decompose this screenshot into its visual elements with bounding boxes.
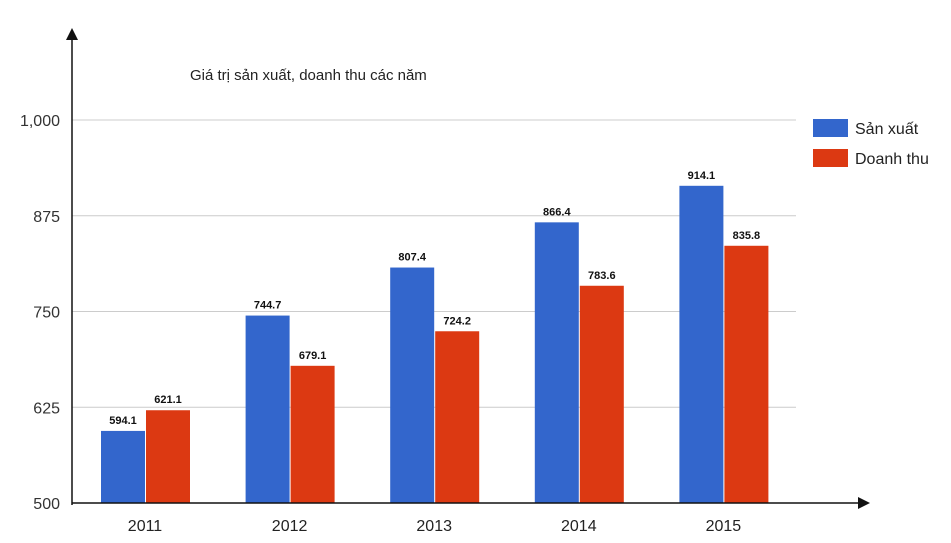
chart-title: Giá trị sản xuất, doanh thu các năm	[190, 67, 427, 84]
data-label: 866.4	[543, 206, 571, 218]
data-label: 679.1	[299, 350, 327, 362]
data-label: 621.1	[154, 394, 182, 406]
bar-doanh-thu-2011	[146, 410, 190, 503]
bar-doanh-thu-2012	[290, 365, 335, 503]
x-tick-label: 2014	[561, 518, 597, 535]
y-tick-label: 750	[33, 305, 60, 322]
data-label: 594.1	[109, 415, 137, 427]
legend-label: Doanh thu	[855, 151, 929, 168]
y-tick-labels: 500 625 750 875 1,000	[20, 113, 60, 513]
bar-san-xuat-2011	[101, 430, 145, 503]
x-tick-label: 2012	[272, 518, 308, 535]
data-label: 835.8	[733, 230, 761, 242]
bar-san-xuat-2015	[679, 185, 724, 504]
y-tick-label: 875	[33, 209, 60, 226]
data-labels: 594.1 621.1 744.7 679.1 807.4 724.2 866.4 783.6…	[109, 170, 760, 427]
x-tick-label: 2011	[128, 518, 163, 535]
data-label: 783.6	[588, 270, 616, 282]
legend: Sản xuất Doanh thu	[813, 119, 929, 168]
x-tick-label: 2015	[706, 518, 742, 535]
data-label: 807.4	[398, 252, 426, 264]
y-tick-label: 1,000	[20, 113, 60, 130]
bars	[101, 185, 769, 504]
bar-doanh-thu-2013	[435, 331, 480, 503]
bar-san-xuat-2014	[534, 222, 579, 504]
legend-label: Sản xuất	[855, 121, 919, 138]
legend-swatch	[813, 119, 848, 137]
bar-san-xuat-2013	[390, 267, 435, 503]
bar-doanh-thu-2015	[724, 245, 769, 503]
axes	[66, 28, 870, 509]
bar-doanh-thu-2014	[579, 285, 624, 503]
y-tick-label: 625	[33, 400, 60, 417]
bar-san-xuat-2012	[245, 315, 290, 503]
data-label: 914.1	[688, 170, 716, 182]
x-tick-label: 2013	[416, 518, 452, 535]
x-tick-labels: 2011 2012 2013 2014 2015	[128, 518, 742, 535]
legend-swatch	[813, 149, 848, 167]
data-label: 724.2	[443, 315, 471, 327]
data-label: 744.7	[254, 300, 282, 312]
y-tick-label: 500	[33, 496, 60, 513]
